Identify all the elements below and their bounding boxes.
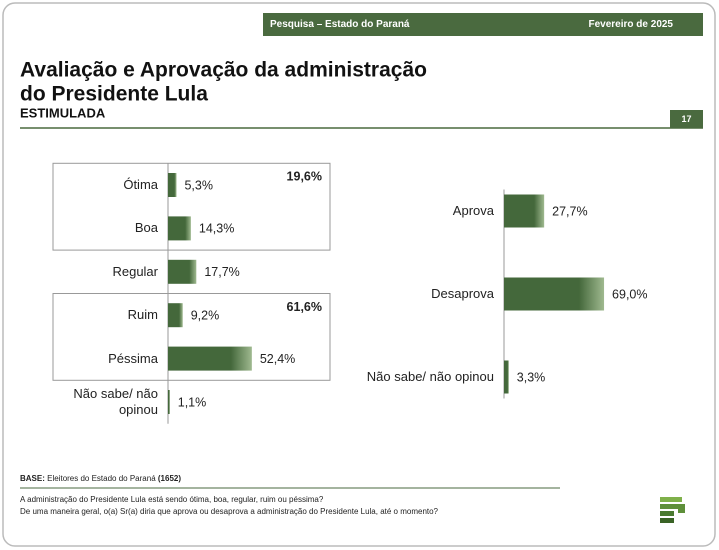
header-right: Fevereiro de 2025 (589, 19, 674, 30)
question: De uma maneira geral, o(a) Sr(a) diria q… (20, 507, 439, 516)
logo (660, 497, 685, 523)
category-label: Não sabe/ não opinou (73, 386, 158, 417)
page-number: 17 (681, 114, 691, 124)
value-label: 17,7% (204, 265, 239, 279)
category-label: Aprova (452, 203, 494, 218)
bar (168, 173, 177, 197)
bar (168, 390, 170, 414)
question: A administração do Presidente Lula está … (20, 495, 324, 504)
bar (504, 194, 545, 228)
base-text: Eleitores do Estado do Paraná (47, 474, 156, 483)
bar (168, 259, 197, 284)
page-number-box (670, 110, 703, 128)
value-label: 1,1% (178, 395, 207, 409)
base-label: BASE: (20, 474, 45, 483)
bar (168, 303, 183, 328)
group-label: 19,6% (287, 170, 322, 184)
subtitle: ESTIMULADA (20, 105, 106, 120)
base-n: (1652) (158, 474, 181, 483)
header-left: Pesquisa – Estado do Paraná (270, 19, 410, 30)
header-bar (263, 13, 703, 36)
bar (504, 360, 509, 394)
title-line: Avaliação e Aprovação da administração (20, 59, 427, 82)
bar (168, 216, 191, 241)
category-label: Regular (112, 263, 158, 279)
category-label: Ruim (127, 307, 158, 323)
value-label: 52,4% (260, 352, 295, 366)
title-line: do Presidente Lula (20, 83, 208, 106)
value-label: 3,3% (517, 370, 546, 384)
category-label: Não sabe/ não opinou (366, 369, 494, 384)
base-note: BASE: Eleitores do Estado do Paraná (165… (20, 474, 181, 483)
category-label: Ótima (123, 177, 158, 192)
value-label: 27,7% (552, 204, 587, 218)
group-box (52, 293, 331, 381)
value-label: 5,3% (184, 178, 213, 192)
group-label: 61,6% (287, 300, 322, 314)
category-label: Péssima (108, 350, 158, 366)
group-box (52, 162, 331, 251)
value-label: 69,0% (612, 287, 647, 301)
bar (168, 346, 252, 371)
value-label: 9,2% (191, 308, 220, 322)
value-label: 14,3% (199, 222, 234, 236)
bar (504, 277, 605, 311)
category-label: Desaprova (431, 286, 494, 301)
category-label: Boa (134, 220, 158, 236)
